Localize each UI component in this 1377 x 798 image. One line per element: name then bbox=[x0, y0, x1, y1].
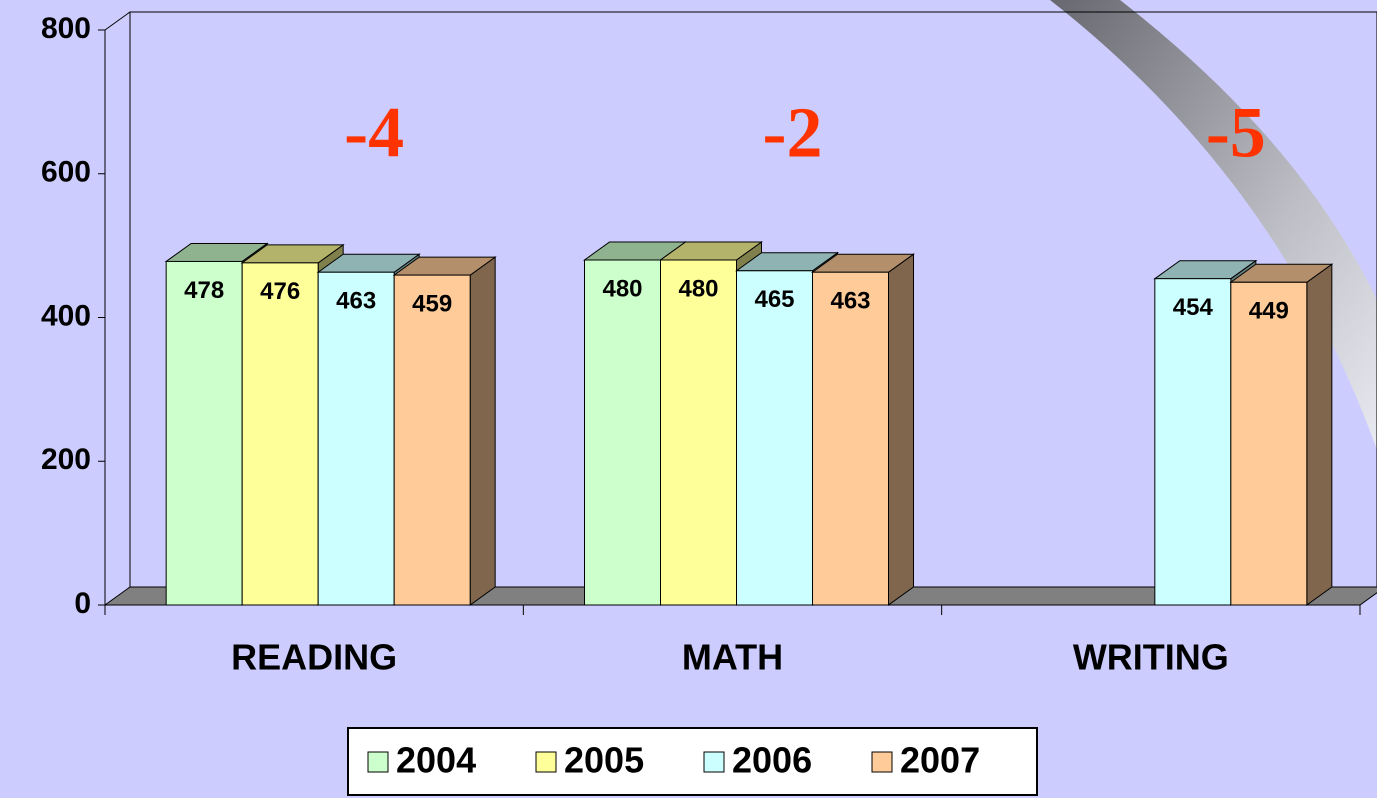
bar bbox=[661, 260, 737, 605]
y-tick-label: 400 bbox=[41, 299, 91, 332]
y-tick-label: 200 bbox=[41, 443, 91, 476]
chart: 0 200 400 600 800 READING 478 476 463 459 -4 MATH 48… bbox=[0, 0, 1377, 798]
bar bbox=[813, 272, 889, 605]
value-label: 449 bbox=[1249, 298, 1289, 325]
value-label: 478 bbox=[184, 277, 224, 304]
page: 0 200 400 600 800 READING 478 476 463 459 -4 MATH 48… bbox=[0, 0, 1377, 798]
y-tick-label: 800 bbox=[41, 12, 91, 45]
legend-label: 2005 bbox=[564, 740, 644, 781]
x-tick-label: MATH bbox=[682, 637, 783, 678]
bar-side bbox=[889, 254, 914, 605]
bar bbox=[166, 261, 242, 605]
bar bbox=[585, 260, 661, 605]
legend-swatch bbox=[872, 752, 892, 772]
bar-side bbox=[470, 257, 495, 605]
legend-label: 2007 bbox=[900, 740, 980, 781]
value-label: 476 bbox=[260, 278, 300, 305]
annotation: -4 bbox=[344, 93, 404, 173]
value-label: 454 bbox=[1173, 294, 1214, 321]
value-label: 459 bbox=[412, 290, 452, 317]
legend-swatch bbox=[536, 752, 556, 772]
legend-swatch bbox=[704, 752, 724, 772]
y-tick-label: 0 bbox=[74, 587, 91, 620]
annotation: -2 bbox=[763, 93, 823, 173]
bar bbox=[1231, 282, 1307, 605]
bar-side bbox=[1307, 264, 1332, 605]
legend-swatch bbox=[368, 752, 388, 772]
x-tick-label: WRITING bbox=[1073, 637, 1229, 678]
y-tick-label: 600 bbox=[41, 156, 91, 189]
value-label: 463 bbox=[830, 288, 870, 315]
bar bbox=[394, 275, 470, 605]
bar bbox=[1155, 279, 1231, 605]
bar bbox=[737, 271, 813, 605]
value-label: 480 bbox=[678, 275, 718, 302]
bar bbox=[242, 263, 318, 605]
value-label: 480 bbox=[602, 275, 642, 302]
value-label: 465 bbox=[754, 286, 794, 313]
value-label: 463 bbox=[336, 288, 376, 315]
legend-label: 2004 bbox=[396, 740, 476, 781]
legend-label: 2006 bbox=[732, 740, 812, 781]
annotation: -5 bbox=[1206, 93, 1266, 173]
x-tick-label: READING bbox=[231, 637, 397, 678]
bar bbox=[318, 272, 394, 605]
